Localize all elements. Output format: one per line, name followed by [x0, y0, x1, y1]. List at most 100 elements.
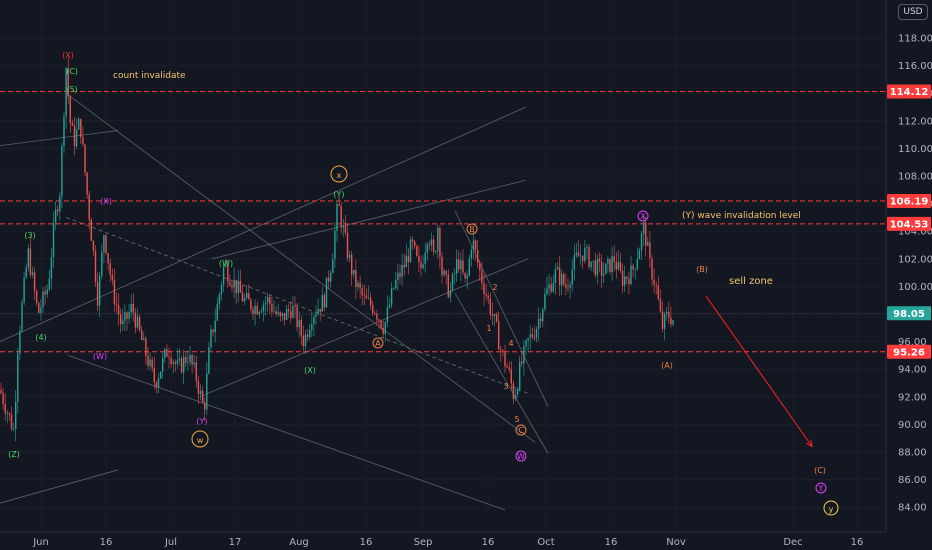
wave-label: (C): [66, 67, 78, 76]
candle-body: [19, 330, 21, 354]
candle-body: [78, 118, 80, 130]
candle-body: [380, 320, 382, 329]
candle-body: [178, 358, 181, 361]
candle-body: [542, 309, 544, 322]
channel-line: [0, 469, 119, 504]
candle-body: [487, 295, 489, 299]
candle-body: [336, 204, 338, 231]
candle-body: [579, 255, 582, 257]
candle-body: [411, 239, 414, 242]
candle-body: [439, 227, 441, 257]
candle-body: [122, 320, 124, 325]
price-tag-label: 95.26: [893, 347, 925, 358]
candle-body: [46, 289, 48, 295]
candle-body: [69, 96, 71, 123]
candle-body: [264, 302, 267, 305]
candle-body: [600, 261, 603, 276]
candle-body: [636, 259, 638, 270]
candle-body: [344, 226, 347, 233]
candle-body: [90, 219, 92, 241]
candle-body: [113, 279, 116, 304]
channel-line: [67, 355, 506, 511]
candle-body: [634, 269, 636, 270]
candle-body: [334, 230, 336, 260]
candle-body: [149, 359, 151, 366]
candle-body: [462, 260, 464, 273]
candle-body: [558, 267, 561, 286]
candle-body: [290, 310, 292, 318]
candle-body: [327, 277, 330, 282]
candle-body: [73, 125, 76, 147]
candle-body: [252, 309, 254, 314]
candle-body: [168, 356, 170, 358]
candle-body: [12, 428, 15, 430]
candle-body: [36, 290, 38, 303]
candle-body: [109, 263, 111, 276]
price-tag: [887, 216, 931, 231]
channel-line: [65, 92, 536, 443]
wave-label: 5: [514, 415, 519, 424]
candle-body: [40, 307, 42, 313]
candle-body: [659, 299, 662, 312]
candle-body: [283, 313, 286, 320]
x-tick-label: 16: [605, 537, 618, 548]
candle-body: [233, 279, 235, 288]
x-tick-label: 16: [100, 537, 113, 548]
y-tick-label: 112.00: [898, 116, 932, 127]
candle-body: [619, 262, 622, 271]
candle-body: [514, 394, 517, 400]
candle-body: [397, 272, 399, 281]
candle-body: [546, 288, 548, 295]
candle-body: [183, 357, 185, 373]
wave-label: (C): [814, 466, 826, 475]
candle-body: [63, 116, 65, 146]
candle-body: [260, 311, 263, 313]
candle-body: [153, 367, 155, 383]
candle-body: [330, 272, 332, 282]
currency-badge[interactable]: USD: [898, 4, 928, 20]
candle-body: [44, 291, 46, 295]
candle-body: [235, 279, 237, 294]
wave-label: (B): [696, 265, 708, 274]
candle-body: [510, 369, 512, 384]
candle-body: [191, 354, 193, 365]
candle-body: [208, 347, 210, 374]
candle-body: [466, 275, 468, 279]
candle-body: [668, 311, 670, 318]
candle-body: [432, 239, 435, 252]
candle-body: [529, 334, 531, 339]
y-tick-label: 116.00: [898, 61, 932, 72]
y-tick-label: 108.00: [898, 172, 932, 183]
candle-body: [321, 295, 323, 312]
candle-body: [315, 314, 317, 317]
candle-body: [67, 68, 69, 97]
candle-body: [441, 256, 443, 276]
price-axis[interactable]: 84.0086.0088.0090.0092.0094.0096.0098.00…: [885, 0, 932, 532]
candle-body: [393, 287, 395, 289]
y-tick-label: 96.00: [898, 337, 927, 348]
candle-body: [468, 258, 470, 276]
annotation-sell-zone: sell zone: [729, 276, 773, 287]
candle-body: [414, 241, 416, 247]
wave-label: (X): [62, 51, 74, 60]
candle-body: [212, 329, 214, 333]
candle-body: [348, 254, 351, 258]
wave-label: A: [375, 339, 381, 348]
candle-body: [435, 251, 437, 253]
candle-body: [388, 305, 391, 308]
candle-body: [33, 272, 36, 291]
candle-body: [302, 335, 305, 347]
annotation-count-invalidate: count invalidate: [113, 71, 186, 81]
candle-body: [479, 262, 481, 271]
candle-body: [23, 277, 25, 303]
candle-body: [508, 367, 510, 370]
candle-body: [10, 414, 13, 430]
candle-body: [103, 235, 105, 253]
candle-body: [54, 209, 57, 224]
candle-body: [80, 118, 82, 138]
candle-body: [655, 284, 657, 286]
time-axis[interactable]: Jun 16 Jul 17 Aug 16 Sep 16 Oct 16 Nov Dec 16: [0, 531, 932, 550]
candle-body: [556, 267, 559, 270]
candle-body: [361, 288, 363, 296]
